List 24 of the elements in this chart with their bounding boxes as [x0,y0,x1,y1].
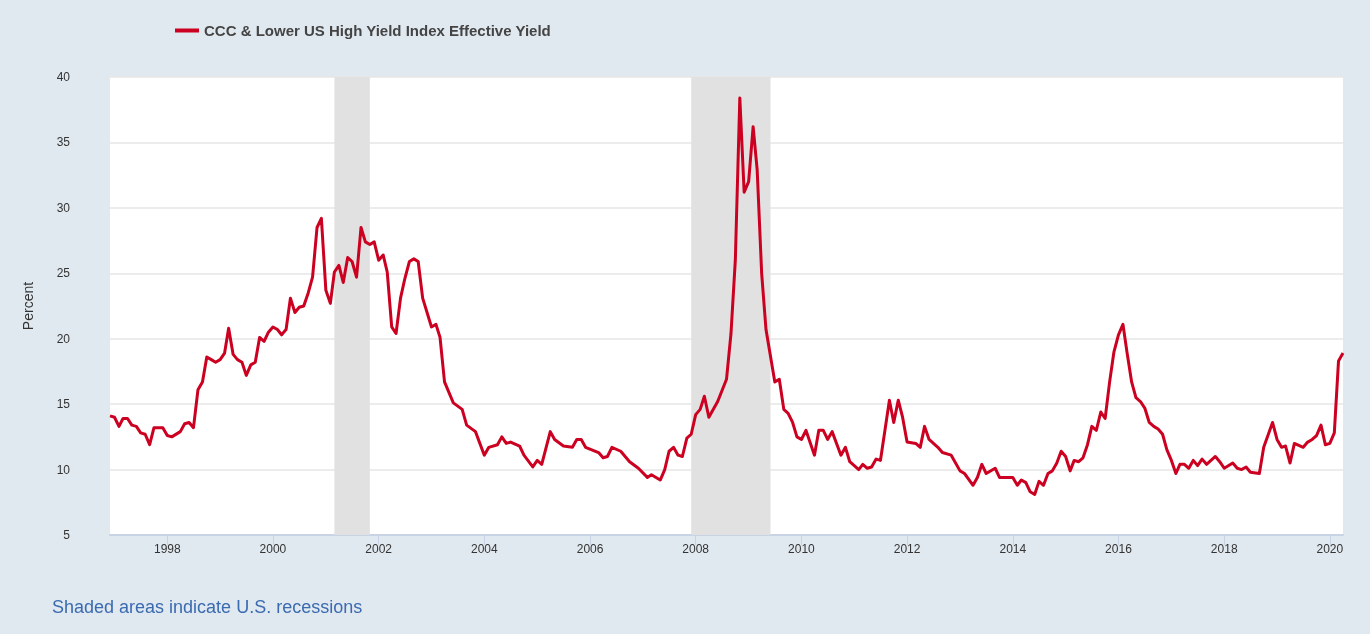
x-tick-label: 2004 [470,542,498,556]
x-tick-label: 2002 [365,542,393,556]
x-tick-label: 2016 [1105,542,1133,556]
x-tick-label: 2018 [1210,542,1238,556]
y-tick-label: 35 [56,135,71,150]
y-tick-label: 30 [56,200,71,215]
x-tick-label: 2020 [1316,542,1344,556]
x-tick-label: 2000 [259,542,287,556]
legend-label: CCC & Lower US High Yield Index Effective Yield [204,22,551,39]
x-tick-label: 2014 [999,542,1027,556]
y-tick-label: 25 [56,266,71,281]
y-tick-label: 40 [56,70,71,84]
x-tick-label: 2010 [788,542,816,556]
x-tick-label: 2006 [576,542,604,556]
x-tick-label: 2012 [893,542,921,556]
x-tick-label: 1998 [153,542,181,556]
x-tick-label: 2008 [682,542,710,556]
y-tick-label: 15 [56,397,71,412]
y-tick-label: 5 [63,528,71,542]
line-series [108,96,1345,496]
y-tick-label: 20 [56,331,71,346]
y-axis-title: Percent [20,281,36,331]
text: Shaded areas indicate U.S. recessions [52,597,363,617]
y-tick-label: 10 [56,462,71,477]
